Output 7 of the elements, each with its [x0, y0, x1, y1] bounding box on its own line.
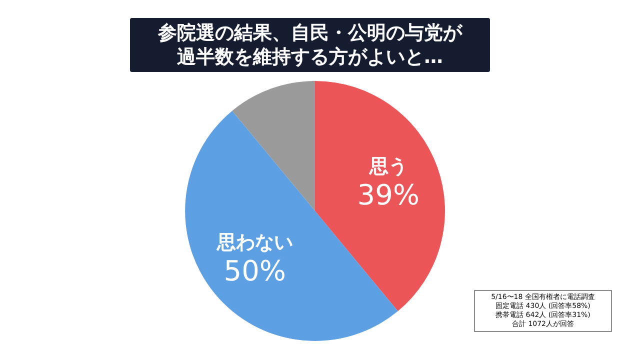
- slice-label: 思わない: [216, 232, 293, 254]
- slice-label: 思う: [368, 156, 408, 178]
- pie-slice: [232, 81, 315, 211]
- data-label: 39%: [357, 178, 420, 212]
- data-label: 50%: [224, 254, 286, 288]
- chart-title: 参院選の結果、自民・公明の与党が過半数を維持する方がよいと…: [130, 18, 490, 72]
- pie-slice: [315, 81, 445, 312]
